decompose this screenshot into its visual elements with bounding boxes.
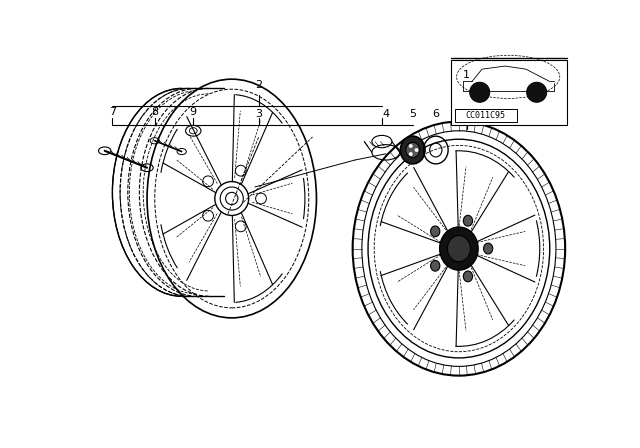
- Ellipse shape: [447, 236, 470, 262]
- Text: 5: 5: [409, 109, 416, 119]
- Text: 2: 2: [255, 80, 262, 90]
- Bar: [451, 60, 566, 125]
- Ellipse shape: [470, 82, 490, 102]
- Text: 7: 7: [109, 107, 116, 117]
- Text: 9: 9: [189, 107, 197, 117]
- Ellipse shape: [409, 144, 413, 148]
- Ellipse shape: [484, 243, 493, 254]
- Ellipse shape: [415, 148, 419, 152]
- Text: 1: 1: [463, 70, 470, 80]
- Ellipse shape: [409, 152, 413, 156]
- Ellipse shape: [463, 271, 472, 282]
- Ellipse shape: [527, 82, 547, 102]
- Ellipse shape: [401, 136, 425, 164]
- Text: 8: 8: [151, 107, 158, 117]
- Text: 6: 6: [432, 109, 439, 119]
- Ellipse shape: [440, 227, 478, 270]
- Text: CC011C95: CC011C95: [466, 111, 506, 120]
- Ellipse shape: [431, 226, 440, 237]
- Ellipse shape: [431, 260, 440, 271]
- Text: 3: 3: [255, 109, 262, 119]
- Bar: [455, 109, 516, 121]
- Ellipse shape: [463, 215, 472, 226]
- Text: 4: 4: [382, 109, 389, 119]
- Ellipse shape: [406, 142, 420, 158]
